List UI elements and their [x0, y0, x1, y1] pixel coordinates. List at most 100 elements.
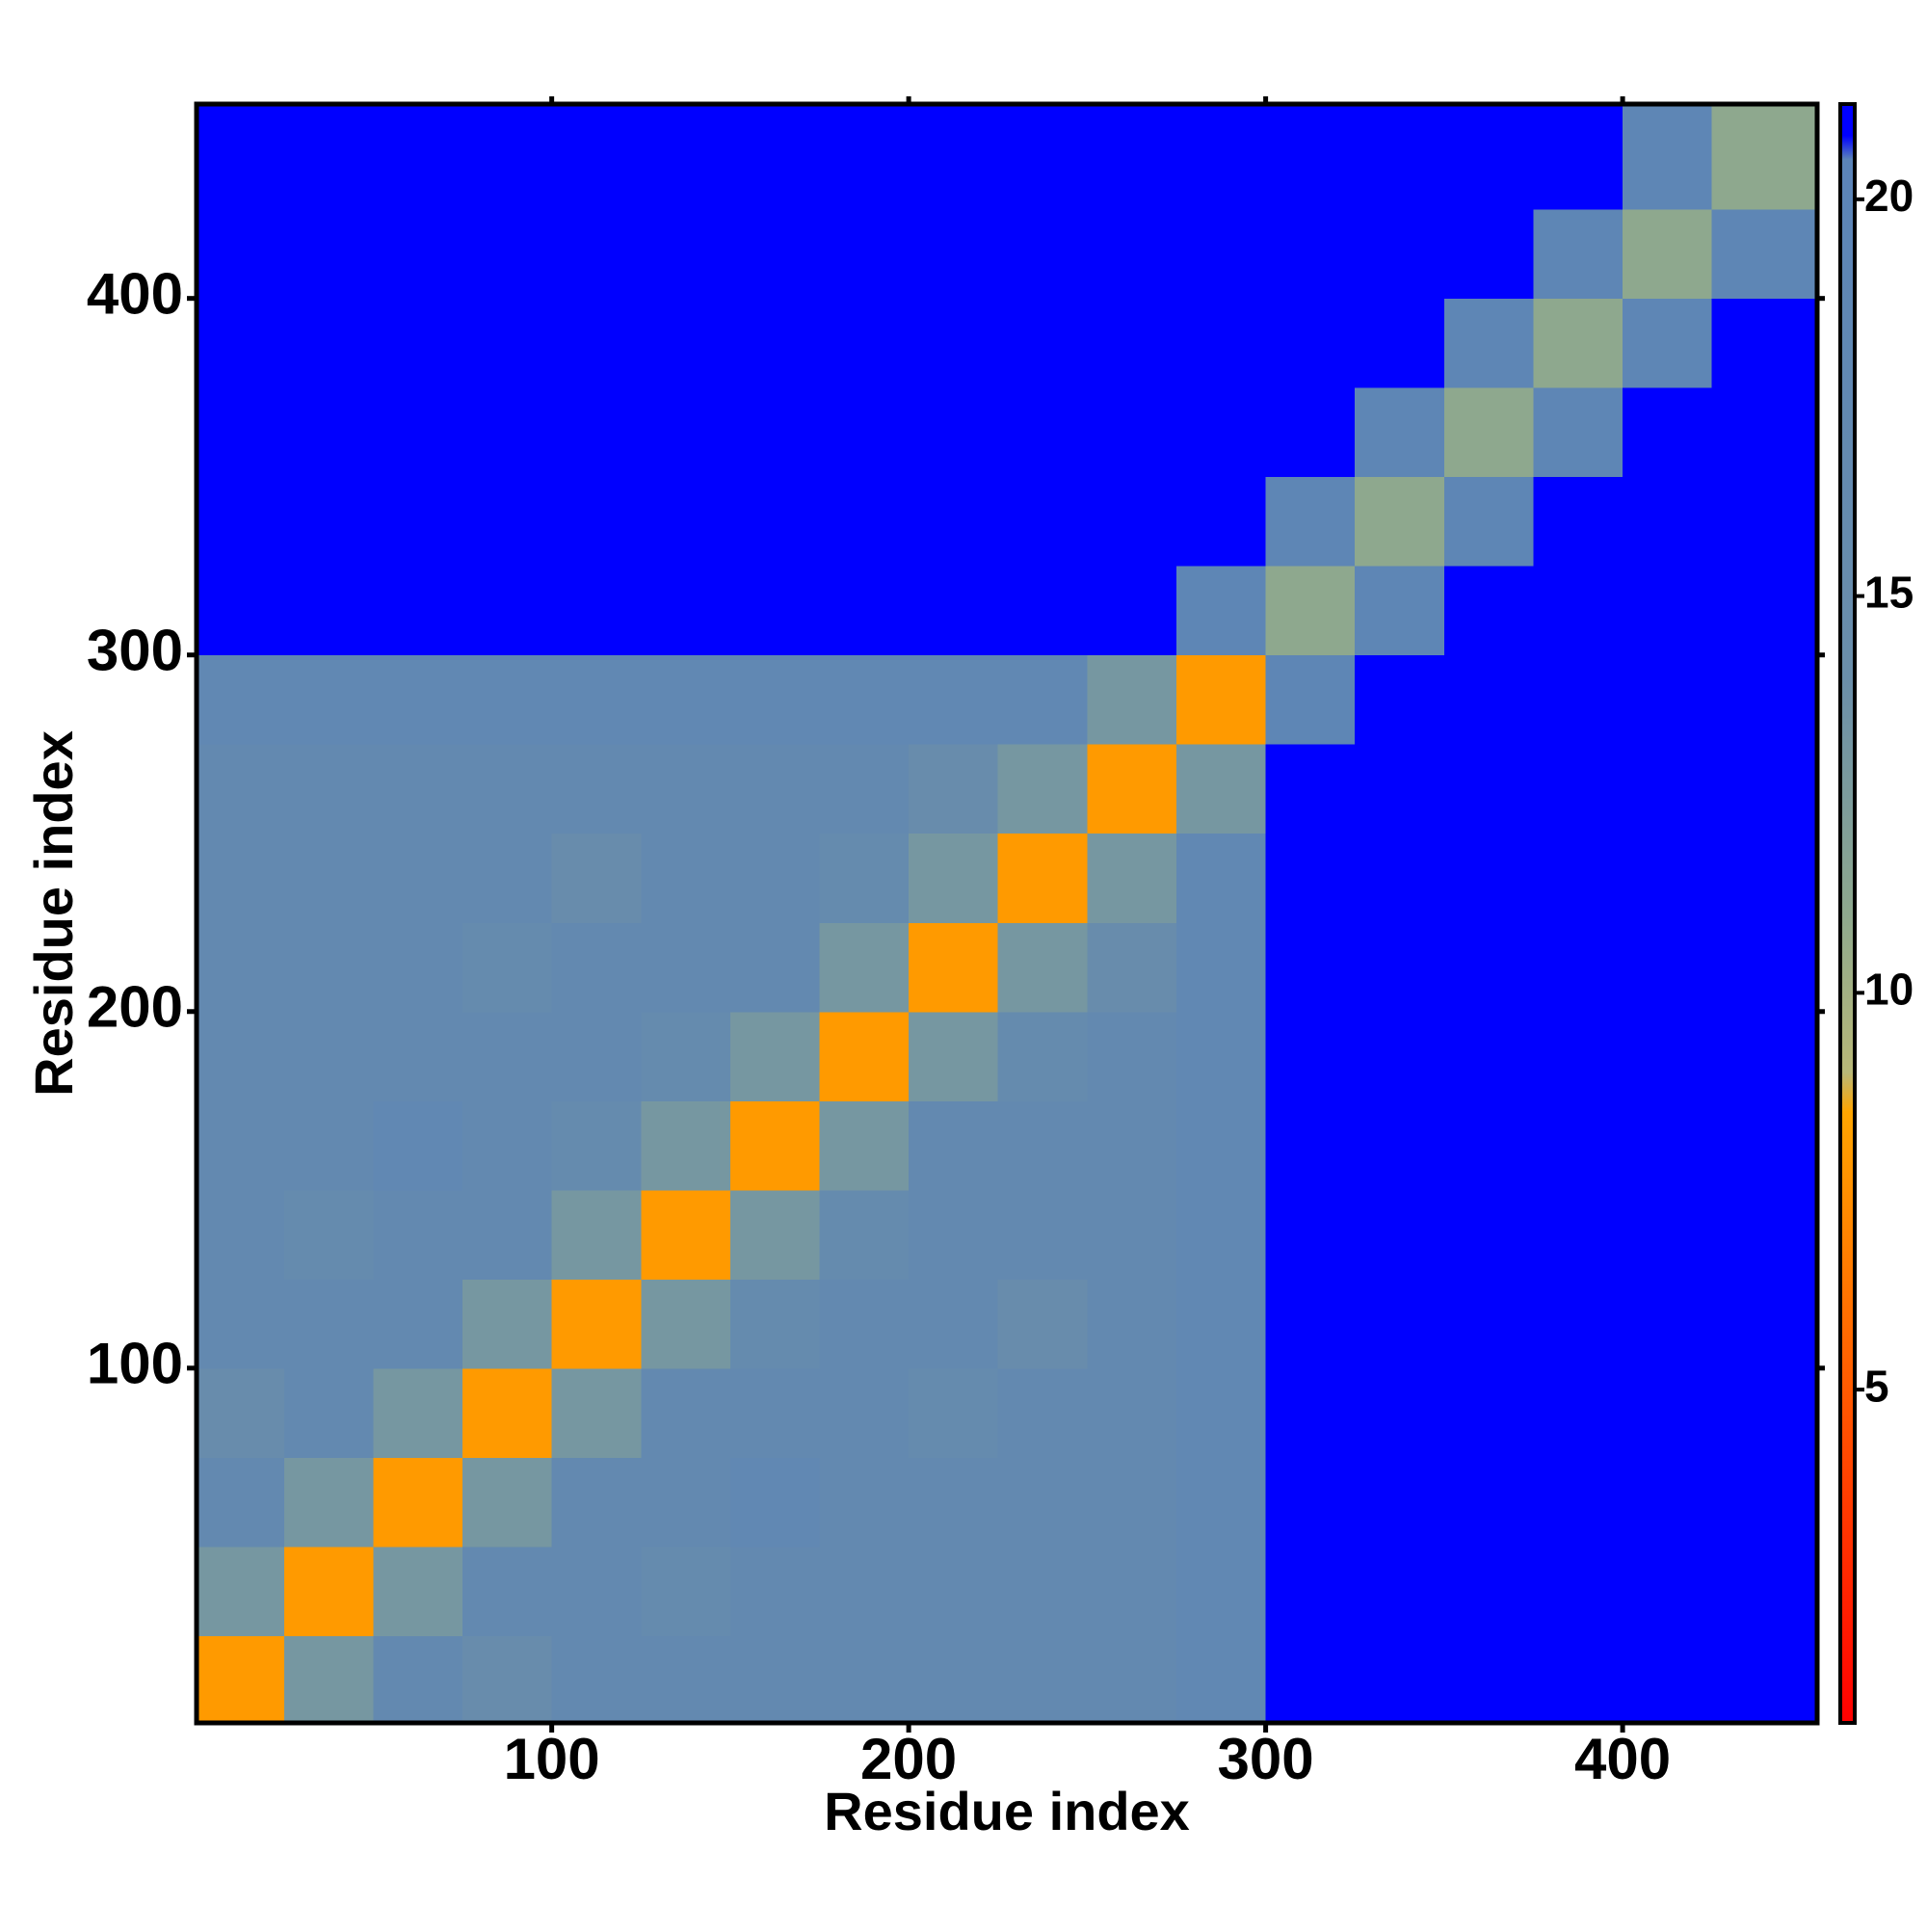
heatmap-cell [1265, 1546, 1356, 1636]
heatmap-cell [551, 1011, 642, 1101]
heatmap-cell [1623, 1546, 1713, 1636]
heatmap-cell [1265, 1100, 1356, 1191]
y-tick-label: 100 [87, 1332, 183, 1396]
heatmap-cell [462, 1457, 553, 1548]
heatmap-cell [1355, 387, 1445, 478]
heatmap-cell [551, 744, 642, 834]
heatmap-cell [1087, 654, 1177, 745]
heatmap-cell [373, 104, 463, 210]
heatmap-cell [462, 922, 553, 1013]
heatmap-cell [551, 566, 642, 656]
heatmap-cell [283, 1367, 374, 1458]
heatmap-cell [997, 1011, 1088, 1101]
heatmap-cell [909, 1100, 999, 1191]
heatmap-cell [1623, 209, 1713, 300]
heatmap-cell [1087, 476, 1177, 567]
heatmap-cell [1265, 1011, 1356, 1101]
heatmap-cell [373, 209, 463, 300]
heatmap-cell [1623, 387, 1713, 478]
heatmap-cell [462, 387, 553, 478]
heatmap-cell [283, 1189, 374, 1280]
heatmap-cell [729, 1011, 820, 1101]
heatmap-cell [1355, 1011, 1445, 1101]
heatmap-cell [1711, 1279, 1818, 1369]
heatmap-cell [1443, 1011, 1534, 1101]
heatmap-cell [1711, 1100, 1818, 1191]
heatmap-cell [373, 387, 463, 478]
heatmap-cell [1175, 298, 1267, 388]
heatmap-cell [1175, 1189, 1267, 1280]
heatmap-cell [1443, 654, 1534, 745]
heatmap-cell [283, 744, 374, 834]
heatmap-cell [551, 654, 642, 745]
heatmap-cell [1087, 1635, 1177, 1724]
heatmap-cell [1623, 1279, 1713, 1369]
heatmap-cell [729, 1189, 820, 1280]
heatmap-cell [729, 744, 820, 834]
heatmap-cell [1443, 387, 1534, 478]
heatmap-cell [997, 833, 1088, 923]
heatmap-cell [462, 298, 553, 388]
heatmap-cell [1711, 209, 1818, 300]
heatmap-cell [1355, 209, 1445, 300]
heatmap-cell [1623, 1011, 1713, 1101]
heatmap-cell [1623, 833, 1713, 923]
heatmap-cell [1711, 298, 1818, 388]
heatmap-cell [197, 654, 285, 745]
heatmap-cell [373, 1011, 463, 1101]
heatmap-cell [197, 298, 285, 388]
heatmap-cell [197, 1100, 285, 1191]
heatmap-cell [551, 922, 642, 1013]
heatmap-cell [197, 209, 285, 300]
heatmap-cell [1175, 104, 1267, 210]
heatmap-cell [1443, 476, 1534, 567]
heatmap-cell [909, 104, 999, 210]
heatmap-cell [1443, 1189, 1534, 1280]
heatmap-cell [641, 1457, 731, 1548]
heatmap-cell [551, 104, 642, 210]
heatmap-cell [1533, 566, 1623, 656]
heatmap-cell [909, 1546, 999, 1636]
heatmap-cell [909, 1279, 999, 1369]
heatmap-cell [1711, 1546, 1818, 1636]
heatmap-cell [1711, 1189, 1818, 1280]
y-tick-label: 300 [87, 619, 183, 683]
heatmap-cell [819, 298, 910, 388]
heatmap-cell [1265, 1279, 1356, 1369]
heatmap-cell [997, 1546, 1088, 1636]
heatmap-cell [1175, 566, 1267, 656]
heatmap-cell [729, 1367, 820, 1458]
heatmap-cell [1711, 476, 1818, 567]
heatmap-cell [1533, 1189, 1623, 1280]
heatmap-cell [909, 1367, 999, 1458]
heatmap-cell [1443, 1635, 1534, 1724]
heatmap-cell [1623, 1635, 1713, 1724]
heatmap-cell [551, 1457, 642, 1548]
heatmap-cell [197, 104, 285, 210]
heatmap-cell [729, 1100, 820, 1191]
heatmap-cell [1443, 1546, 1534, 1636]
heatmap-cell [1711, 1457, 1818, 1548]
heatmap-cell [373, 1100, 463, 1191]
heatmap-cell [1533, 1011, 1623, 1101]
heatmap-cell [1711, 744, 1818, 834]
heatmap-cell [1087, 922, 1177, 1013]
heatmap-cell [819, 566, 910, 656]
heatmap-cell [1355, 744, 1445, 834]
heatmap-cell [819, 104, 910, 210]
heatmap-cell [641, 298, 731, 388]
heatmap-cell [819, 1635, 910, 1724]
heatmap-cell [997, 744, 1088, 834]
heatmap-cell [462, 833, 553, 923]
heatmap-cell [462, 1100, 553, 1191]
heatmap-cell [909, 387, 999, 478]
heatmap-cell [729, 298, 820, 388]
heatmap-cell [819, 922, 910, 1013]
heatmap-cell [909, 566, 999, 656]
heatmap-cell [551, 387, 642, 478]
heatmap-cell [373, 833, 463, 923]
heatmap-cell [1175, 1546, 1267, 1636]
heatmap-cell [1533, 654, 1623, 745]
